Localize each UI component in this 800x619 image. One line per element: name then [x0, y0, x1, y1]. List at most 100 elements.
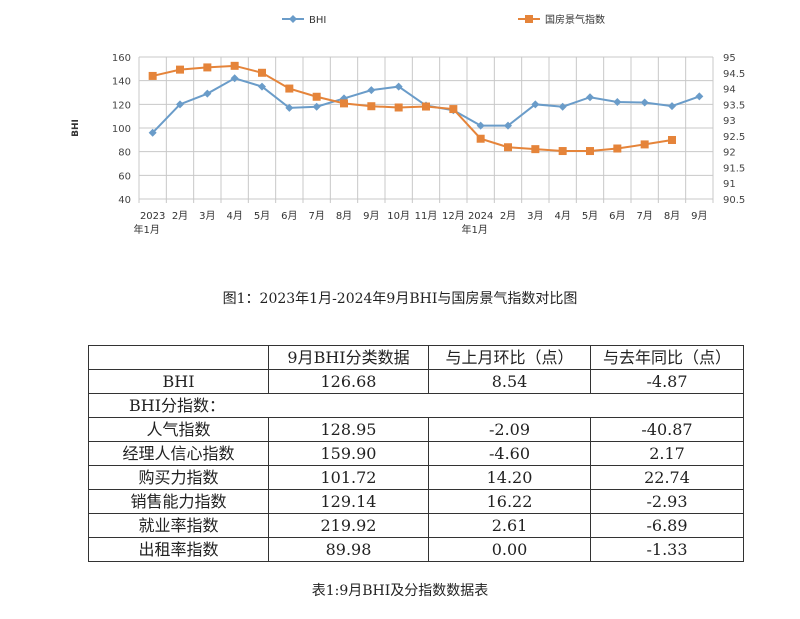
cell: 128.95	[268, 417, 429, 442]
data-point	[285, 84, 294, 93]
y-tick-label: 40	[118, 195, 131, 206]
data-point	[531, 145, 540, 154]
data-point	[230, 61, 239, 70]
cell: 销售能力指数	[88, 489, 269, 514]
data-point	[258, 68, 266, 77]
cell: 2.17	[590, 441, 744, 466]
cell: 129.14	[268, 489, 429, 514]
x-tick-label: 7月	[308, 210, 324, 222]
data-point	[148, 71, 157, 80]
x-tick-label: 12月	[442, 210, 465, 222]
legend-label: 国房景气指数	[545, 13, 605, 26]
x-tick-label: 2024	[468, 211, 493, 222]
data-point	[203, 63, 212, 72]
legend-marker	[525, 15, 533, 23]
data-point	[613, 97, 622, 106]
data-table: 9月BHI分类数据 与上月环比（点） 与去年同比（点） BHI 126.68 8…	[88, 345, 744, 562]
cell: 8.54	[428, 369, 591, 394]
data-point	[203, 89, 212, 98]
y-tick-label: 100	[112, 124, 131, 135]
data-point	[367, 86, 376, 95]
x-tick-label: 6月	[281, 210, 297, 222]
y-right-tick-label: 91	[723, 179, 736, 190]
table-header-row: 9月BHI分类数据 与上月环比（点） 与去年同比（点）	[88, 345, 744, 370]
data-point	[394, 103, 403, 112]
data-point	[258, 82, 266, 91]
data-point	[394, 82, 403, 91]
table-row: 人气指数 128.95 -2.09 -40.87	[88, 417, 744, 442]
data-point	[668, 102, 676, 111]
cell: 购买力指数	[88, 465, 269, 490]
y-right-tick-label: 94.5	[723, 69, 745, 80]
data-point	[148, 128, 157, 137]
data-point	[449, 105, 458, 114]
data-point	[312, 92, 321, 101]
data-point	[476, 121, 485, 130]
cell: 16.22	[428, 489, 591, 514]
header-cell: 与去年同比（点）	[590, 345, 744, 370]
x-tick-label: 3月	[199, 210, 215, 222]
cell: 101.72	[268, 465, 429, 490]
data-point	[586, 93, 594, 102]
x-tick-label: 年1月	[461, 223, 487, 236]
data-point	[367, 102, 376, 111]
cell: -6.89	[590, 513, 744, 538]
data-point	[504, 121, 512, 130]
x-tick-label: 5月	[582, 210, 598, 222]
x-tick-label: 4月	[226, 210, 242, 222]
x-tick-label: 8月	[336, 210, 352, 222]
cell: -2.09	[428, 417, 591, 442]
x-tick-label: 2月	[500, 210, 516, 222]
table-row: 就业率指数 219.92 2.61 -6.89	[88, 513, 744, 538]
cell: -4.87	[590, 369, 744, 394]
data-point	[340, 99, 348, 108]
x-tick-label: 8月	[664, 210, 680, 222]
data-point	[640, 140, 649, 149]
cell: 2.61	[428, 513, 591, 538]
y-tick-label: 140	[112, 77, 131, 88]
x-tick-label: 3月	[527, 210, 543, 222]
data-point	[285, 103, 294, 112]
x-tick-label: 2月	[172, 210, 188, 222]
cell: 就业率指数	[88, 513, 269, 538]
data-point	[504, 143, 512, 152]
table-row: 经理人信心指数 159.90 -4.60 2.17	[88, 441, 744, 466]
figure-caption: 图1：2023年1月-2024年9月BHI与国房景气指数对比图	[222, 291, 578, 307]
series-line-1	[152, 64, 673, 153]
x-tick-label: 9月	[691, 210, 707, 222]
table-row: 购买力指数 101.72 14.20 22.74	[88, 465, 744, 490]
cell: 219.92	[268, 513, 429, 538]
data-point	[640, 98, 649, 107]
x-tick-label: 4月	[554, 210, 570, 222]
data-point	[312, 102, 321, 111]
data-point	[422, 102, 430, 111]
data-point	[613, 144, 622, 153]
header-cell: 9月BHI分类数据	[268, 345, 429, 370]
y-right-tick-label: 92.5	[723, 132, 745, 143]
cell: 126.68	[268, 369, 429, 394]
x-tick-label: 6月	[609, 210, 625, 222]
cell: 22.74	[590, 465, 744, 490]
cell: -2.93	[590, 489, 744, 514]
y-right-tick-label: 92	[723, 148, 736, 159]
y-tick-label: 80	[118, 148, 131, 159]
y-tick-label: 60	[118, 171, 131, 182]
cell: 89.98	[268, 537, 429, 562]
x-tick-label: 5月	[254, 210, 270, 222]
data-point	[476, 134, 485, 143]
table-row: 出租率指数 89.98 0.00 -1.33	[88, 537, 744, 562]
y-tick-label: 160	[112, 53, 131, 64]
data-point	[531, 100, 540, 109]
y-tick-label: 120	[112, 100, 131, 111]
y-axis-label: BHI	[71, 119, 81, 137]
x-tick-label: 2023	[140, 211, 165, 222]
sub-index-title: BHI分指数：	[88, 393, 744, 418]
x-tick-label: 9月	[363, 210, 379, 222]
data-point	[176, 65, 184, 74]
x-tick-label: 10月	[387, 210, 410, 222]
cell: 0.00	[428, 537, 591, 562]
y-right-tick-label: 90.5	[723, 195, 745, 206]
header-cell	[88, 345, 269, 370]
cell: 出租率指数	[88, 537, 269, 562]
table-caption: 表1:9月BHI及分指数数据表	[311, 583, 489, 599]
